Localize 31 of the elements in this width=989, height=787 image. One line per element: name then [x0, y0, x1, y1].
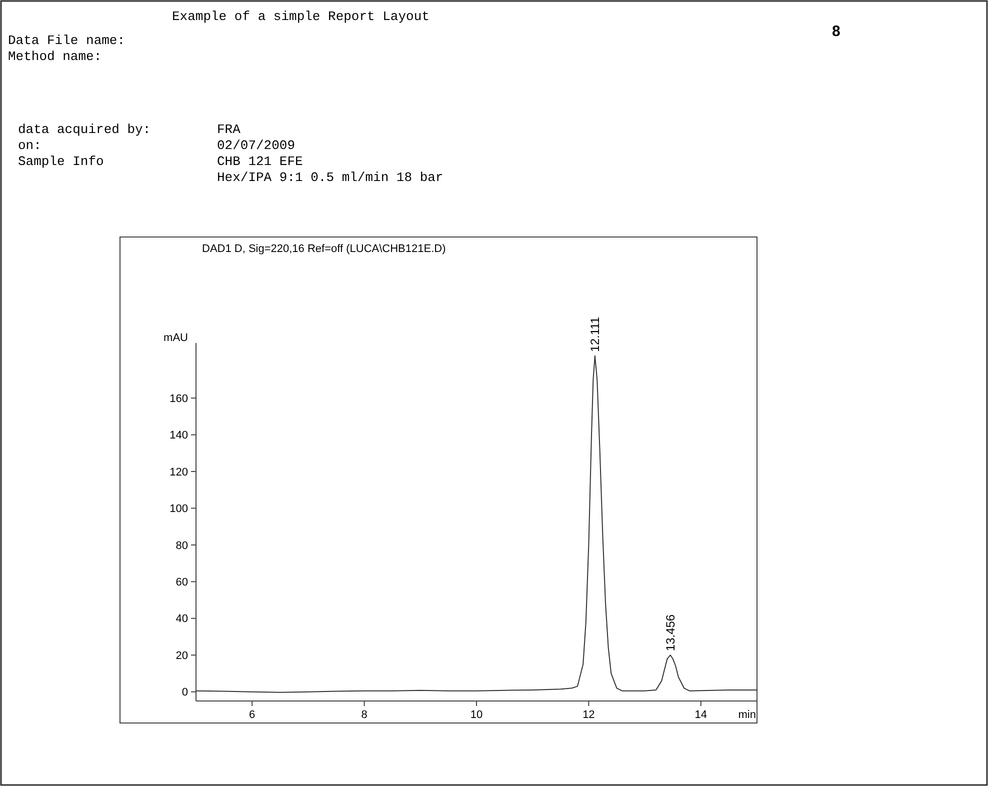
y-tick-label: 60	[176, 576, 188, 589]
y-tick-label: 140	[170, 430, 188, 442]
annotation: 13.456	[663, 614, 678, 652]
y-tick-label: 20	[176, 650, 188, 662]
text: Hex/IPA 9:1 0.5 ml/min 18 bar	[217, 170, 444, 185]
y-tick-label: 100	[170, 503, 188, 516]
text: data acquired by:	[18, 122, 151, 137]
y-tick-label: 0	[182, 686, 188, 699]
annotation: 12.111	[588, 316, 602, 352]
text: CHB 121 EFE	[217, 154, 304, 169]
y-tick-label: 40	[176, 613, 188, 626]
text: Sample Info	[18, 154, 104, 169]
y-tick-label: 120	[170, 466, 188, 478]
x-tick-label: 8	[361, 709, 368, 721]
line-series	[196, 355, 758, 693]
text: FRA	[217, 122, 241, 137]
y-axis-title: mAU	[164, 332, 188, 344]
text: on:	[18, 138, 42, 153]
text: Data File name:	[8, 33, 126, 48]
y-tick-label: 160	[170, 392, 188, 405]
x-tick-label: 12	[582, 709, 595, 721]
x-tick-label: 14	[694, 709, 708, 721]
text: 02/07/2009	[217, 138, 296, 153]
x-tick-label: 6	[249, 709, 256, 721]
text: 8	[832, 23, 840, 40]
x-axis-title: min	[738, 709, 756, 721]
chart-title: Example of a simple Report Layout	[172, 9, 430, 24]
text: Method name:	[8, 49, 102, 64]
y-tick-label: 80	[176, 540, 188, 552]
x-tick-label: 10	[470, 709, 483, 721]
chart-subtitle: DAD1 D, Sig=220,16 Ref=off (LUCA\CHB121E.D)	[202, 243, 446, 255]
